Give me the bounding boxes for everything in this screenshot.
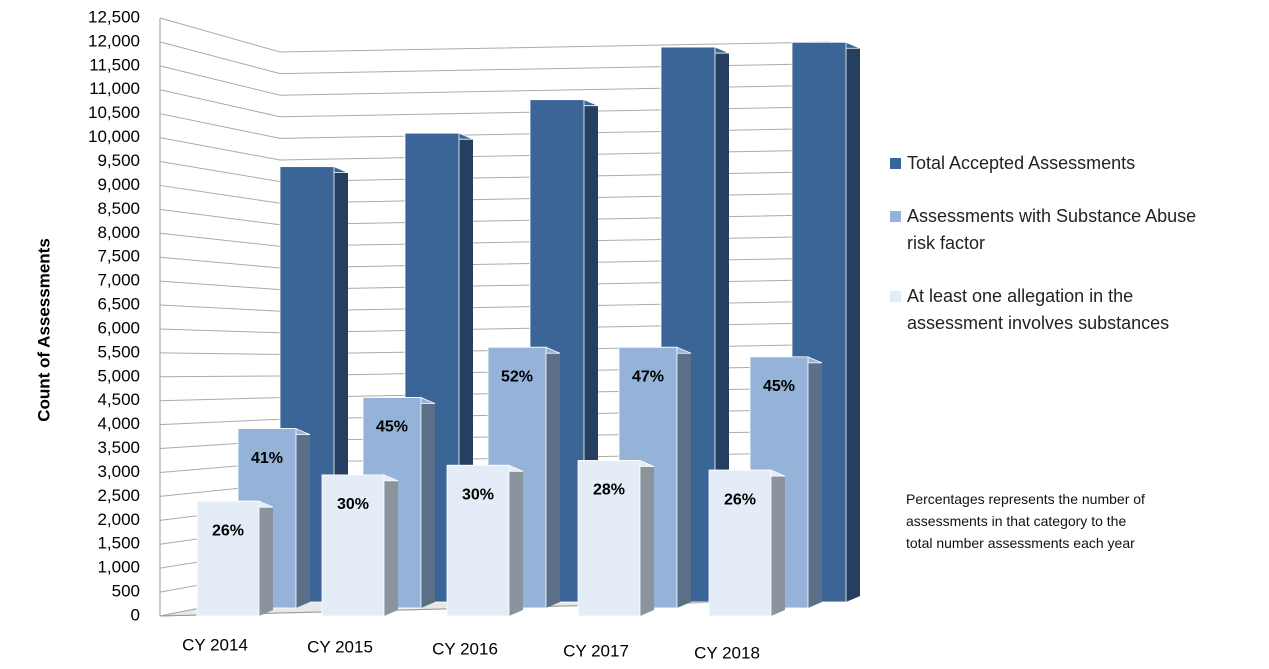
y-tick-label: 6,500 xyxy=(97,295,140,314)
y-tick-label: 500 xyxy=(112,582,140,601)
legend-label: Assessments with Substance Abuse risk fa… xyxy=(907,206,1197,253)
bar-side xyxy=(384,474,398,616)
note: Percentages represents the number of asse… xyxy=(906,488,1236,554)
legend-item: At least one allegation in the assessmen… xyxy=(890,283,1220,337)
y-tick-label: 4,500 xyxy=(97,390,140,409)
y-tick-label: 12,000 xyxy=(88,31,140,50)
y-tick-label: 3,500 xyxy=(97,438,140,457)
grid-line xyxy=(159,113,831,139)
grid-line xyxy=(159,161,831,183)
note-line: total number assessments each year xyxy=(906,535,1135,551)
y-tick-label: 10,500 xyxy=(88,103,140,122)
legend-swatch xyxy=(890,291,901,302)
bar-side xyxy=(715,47,729,602)
y-tick-label: 9,000 xyxy=(97,175,140,194)
data-label: 45% xyxy=(763,378,795,395)
x-tick-label: CY 2014 xyxy=(182,635,248,654)
y-tick-label: 2,500 xyxy=(97,486,140,505)
bar-front xyxy=(321,474,385,617)
y-tick-label: 12,500 xyxy=(88,7,140,26)
bar xyxy=(321,474,399,617)
y-tick-label: 5,000 xyxy=(97,366,140,385)
bar xyxy=(708,469,786,617)
grid-line xyxy=(159,17,831,53)
y-tick-label: 11,500 xyxy=(89,55,140,74)
y-tick-label: 1,000 xyxy=(97,558,140,577)
data-label: 28% xyxy=(593,482,625,499)
bar-side xyxy=(846,42,860,603)
y-tick-label: 8,500 xyxy=(97,199,140,218)
data-label: 26% xyxy=(724,491,756,508)
y-tick-label: 3,000 xyxy=(97,462,140,481)
bar-side xyxy=(771,470,785,616)
grid-line xyxy=(159,184,831,204)
bar-side xyxy=(677,347,691,608)
x-tick-label: CY 2018 xyxy=(694,643,760,662)
legend-swatch xyxy=(890,211,901,222)
x-tick-label: CY 2017 xyxy=(563,641,629,660)
bar-side xyxy=(509,465,523,616)
data-label: 26% xyxy=(212,522,244,539)
bar-side xyxy=(259,501,273,616)
y-tick-label: 0 xyxy=(131,605,140,624)
y-tick-label: 8,000 xyxy=(97,223,140,242)
grid-line xyxy=(159,256,831,269)
y-tick-label: 10,000 xyxy=(88,127,140,146)
bar xyxy=(196,500,274,617)
bar xyxy=(446,464,524,617)
bar xyxy=(577,460,655,617)
data-label: 45% xyxy=(376,419,408,436)
y-tick-label: 11,000 xyxy=(89,79,140,98)
grid-line xyxy=(159,137,831,161)
bar-front xyxy=(446,464,510,617)
bar-side xyxy=(640,460,654,616)
legend: Total Accepted Assessments Assessments wi… xyxy=(890,150,1220,363)
bar-side xyxy=(421,397,435,608)
note-line: assessments in that category to the xyxy=(906,513,1127,529)
legend-label: At least one allegation in the assessmen… xyxy=(907,286,1170,333)
y-tick-label: 7,500 xyxy=(97,247,140,266)
legend-label: Total Accepted Assessments xyxy=(907,153,1136,173)
bar-side xyxy=(546,347,560,608)
y-tick-label: 4,000 xyxy=(97,414,140,433)
y-tick-label: 6,000 xyxy=(97,318,140,337)
grid-line xyxy=(159,322,831,334)
legend-item: Total Accepted Assessments xyxy=(890,150,1220,177)
grid-line xyxy=(159,89,831,118)
y-tick-label: 9,500 xyxy=(97,151,140,170)
grid-line xyxy=(159,208,831,226)
grid-line xyxy=(159,65,831,96)
x-tick-label: CY 2016 xyxy=(432,639,498,658)
bar-side xyxy=(808,356,822,608)
data-label: 30% xyxy=(462,487,494,504)
data-label: 30% xyxy=(337,496,369,513)
data-label: 41% xyxy=(251,450,283,467)
grid-line xyxy=(159,41,831,75)
legend-swatch xyxy=(890,158,901,169)
y-axis-title: Count of Assessments xyxy=(34,238,53,422)
grid-line xyxy=(159,300,831,312)
note-line: Percentages represents the number of xyxy=(906,491,1145,507)
y-tick-label: 7,000 xyxy=(97,271,140,290)
grid-line xyxy=(159,279,831,291)
grid-line xyxy=(159,232,831,247)
y-tick-label: 5,500 xyxy=(97,342,140,361)
bar-front xyxy=(577,460,641,617)
y-tick-label: 1,500 xyxy=(97,534,140,553)
legend-item: Assessments with Substance Abuse risk fa… xyxy=(890,203,1220,257)
bar-side xyxy=(296,428,310,608)
data-label: 47% xyxy=(632,368,664,385)
data-label: 52% xyxy=(501,368,533,385)
x-tick-label: CY 2015 xyxy=(307,637,373,656)
bar-front xyxy=(196,500,260,617)
y-tick-label: 2,000 xyxy=(97,510,140,529)
bar-front xyxy=(708,469,772,617)
